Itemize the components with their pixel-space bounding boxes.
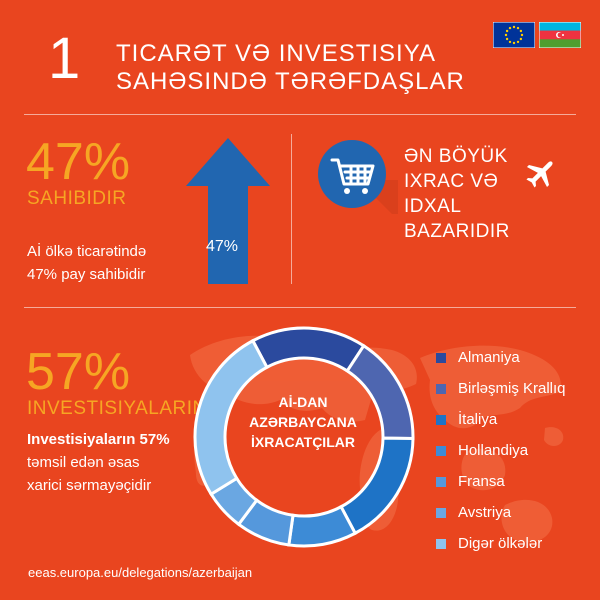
divider-vertical bbox=[291, 134, 292, 284]
legend-item: Birləşmiş Krallıq bbox=[436, 373, 566, 404]
legend-swatch bbox=[436, 445, 446, 456]
legend-item: Hollandiya bbox=[436, 435, 566, 466]
market-text: ƏN BÖYÜK IXRAC VƏ IDXAL BAZARIDIR bbox=[404, 144, 510, 244]
legend-item: Fransa bbox=[436, 466, 566, 497]
legend-swatch bbox=[436, 352, 446, 363]
airplane-icon bbox=[526, 161, 553, 188]
investment-desc-line-1: Investisiyaların 57% bbox=[27, 431, 170, 448]
legend-label: Almaniya bbox=[458, 349, 520, 366]
investment-label: INVESTISIYALARIN bbox=[27, 398, 207, 419]
donut-center-label: Aİ-DAN AZƏRBAYCANA İXRACATÇILAR bbox=[236, 392, 370, 452]
donut-center-line-3: İXRACATÇILAR bbox=[251, 434, 355, 450]
title-line-2: SAHƏSINDƏ TƏRƏFDAŞLAR bbox=[116, 68, 465, 95]
donut-center-line-1: Aİ-DAN bbox=[278, 394, 328, 410]
investment-percent: 57% bbox=[26, 343, 131, 401]
market-line-2: IXRAC VƏ bbox=[404, 171, 499, 192]
legend-swatch bbox=[436, 414, 446, 425]
market-line-4: BAZARIDIR bbox=[404, 221, 510, 242]
legend-label: Avstriya bbox=[458, 504, 512, 521]
trade-desc-line-1: Aİ ölkə ticarətində bbox=[27, 243, 147, 260]
donut-slice-dig-r-lk-l-r bbox=[193, 338, 269, 497]
divider-middle bbox=[24, 307, 576, 308]
legend-item: Almaniya bbox=[436, 342, 566, 373]
legend-swatch bbox=[436, 507, 446, 518]
market-line-3: IDXAL bbox=[404, 196, 462, 217]
legend-label: Fransa bbox=[458, 473, 505, 490]
donut-slice-hollandiya bbox=[287, 504, 358, 548]
chart-legend: Almaniya Birləşmiş Krallıq İtaliya Hollandi… bbox=[436, 342, 566, 559]
eu-flag-icon bbox=[493, 22, 535, 48]
arrow-value: 47% bbox=[206, 238, 239, 255]
trade-percent: 47% bbox=[26, 133, 131, 191]
trade-description: Aİ ölkə ticarətində 47% pay sahibidir bbox=[27, 240, 146, 286]
investment-desc-line-3: xarici sərmayəçidir bbox=[27, 477, 152, 494]
market-line-1: ƏN BÖYÜK bbox=[404, 146, 508, 167]
legend-item: Avstriya bbox=[436, 497, 566, 528]
legend-label: Hollandiya bbox=[458, 442, 529, 459]
donut-slice-almaniya bbox=[250, 326, 366, 373]
footer-url[interactable]: eeas.europa.eu/delegations/azerbaijan bbox=[28, 565, 253, 580]
investment-description: Investisiyaların 57% təmsil edən əsas xa… bbox=[27, 428, 170, 497]
page-title: TICARƏT VƏ INVESTISIYA SAHƏSINDƏ TƏRƏFDA… bbox=[116, 40, 465, 96]
legend-label: İtaliya bbox=[458, 411, 498, 428]
investment-desc-line-2: təmsil edən əsas bbox=[27, 454, 140, 471]
legend-swatch bbox=[436, 538, 446, 549]
divider-top bbox=[24, 114, 576, 115]
donut-center-line-2: AZƏRBAYCANA bbox=[249, 414, 357, 430]
legend-label: Birləşmiş Krallıq bbox=[458, 380, 566, 397]
shopping-cart-icon bbox=[318, 140, 398, 214]
legend-swatch bbox=[436, 383, 446, 394]
trade-desc-line-2: 47% pay sahibidir bbox=[27, 266, 146, 283]
section-number: 1 bbox=[48, 26, 81, 91]
up-arrow-icon bbox=[186, 138, 270, 284]
donut-slice-i-taliya bbox=[339, 436, 415, 536]
legend-label: Digər ölkələr bbox=[458, 535, 543, 552]
legend-swatch bbox=[436, 476, 446, 487]
legend-item: Digər ölkələr bbox=[436, 528, 566, 559]
title-line-1: TICARƏT VƏ INVESTISIYA bbox=[116, 40, 436, 67]
legend-item: İtaliya bbox=[436, 404, 566, 435]
trade-label: SAHIBIDIR bbox=[27, 188, 127, 209]
azerbaijan-flag-icon bbox=[539, 22, 581, 48]
